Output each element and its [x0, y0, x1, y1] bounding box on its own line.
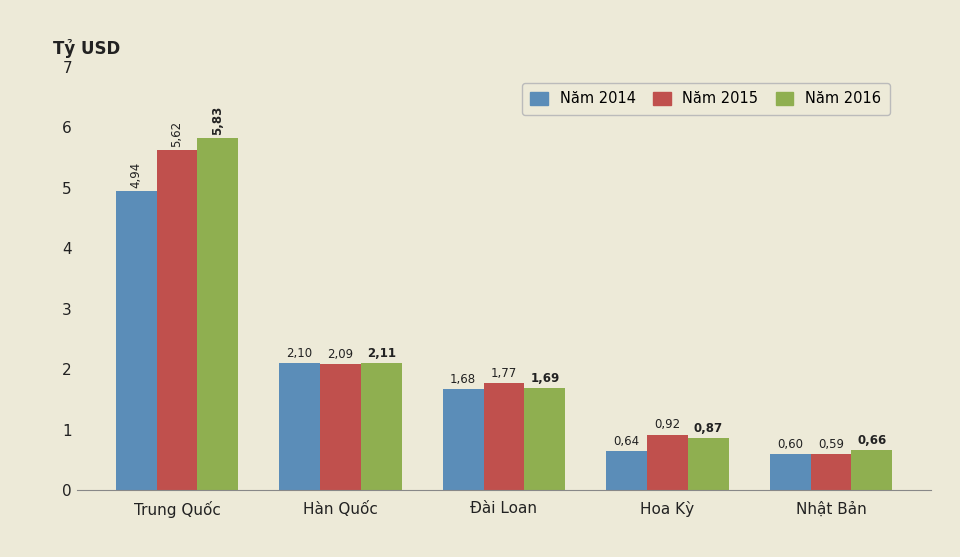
Bar	[115, 192, 156, 490]
Text: 1,68: 1,68	[450, 373, 476, 385]
Text: 0,64: 0,64	[613, 436, 639, 448]
Text: 1,77: 1,77	[491, 367, 517, 380]
Legend: Năm 2014, Năm 2015, Năm 2016: Năm 2014, Năm 2015, Năm 2016	[521, 82, 890, 115]
Text: 0,59: 0,59	[818, 438, 844, 452]
Bar	[443, 389, 484, 490]
Bar	[524, 388, 565, 490]
Bar	[770, 454, 810, 490]
Bar	[852, 450, 893, 490]
Text: 2,09: 2,09	[327, 348, 353, 361]
Text: 5,83: 5,83	[211, 105, 225, 135]
Bar	[156, 150, 198, 490]
Text: 2,11: 2,11	[367, 346, 396, 359]
Text: 4,94: 4,94	[130, 162, 143, 188]
Text: 0,87: 0,87	[694, 422, 723, 434]
Bar	[279, 363, 320, 490]
Text: Tỷ USD: Tỷ USD	[53, 39, 120, 58]
Text: 0,66: 0,66	[857, 434, 886, 447]
Bar	[320, 364, 361, 490]
Bar	[688, 438, 729, 490]
Bar	[606, 452, 647, 490]
Bar	[361, 363, 402, 490]
Text: 2,10: 2,10	[286, 347, 313, 360]
Bar	[810, 455, 852, 490]
Bar	[647, 434, 688, 490]
Bar	[198, 138, 238, 490]
Text: 0,92: 0,92	[655, 418, 681, 432]
Text: 0,60: 0,60	[778, 438, 804, 451]
Bar	[484, 383, 524, 490]
Text: 5,62: 5,62	[171, 121, 183, 147]
Text: 1,69: 1,69	[530, 372, 560, 385]
